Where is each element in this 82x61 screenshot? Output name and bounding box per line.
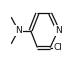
Text: N: N xyxy=(55,26,61,35)
Text: N: N xyxy=(15,26,22,35)
Text: Cl: Cl xyxy=(54,43,62,52)
